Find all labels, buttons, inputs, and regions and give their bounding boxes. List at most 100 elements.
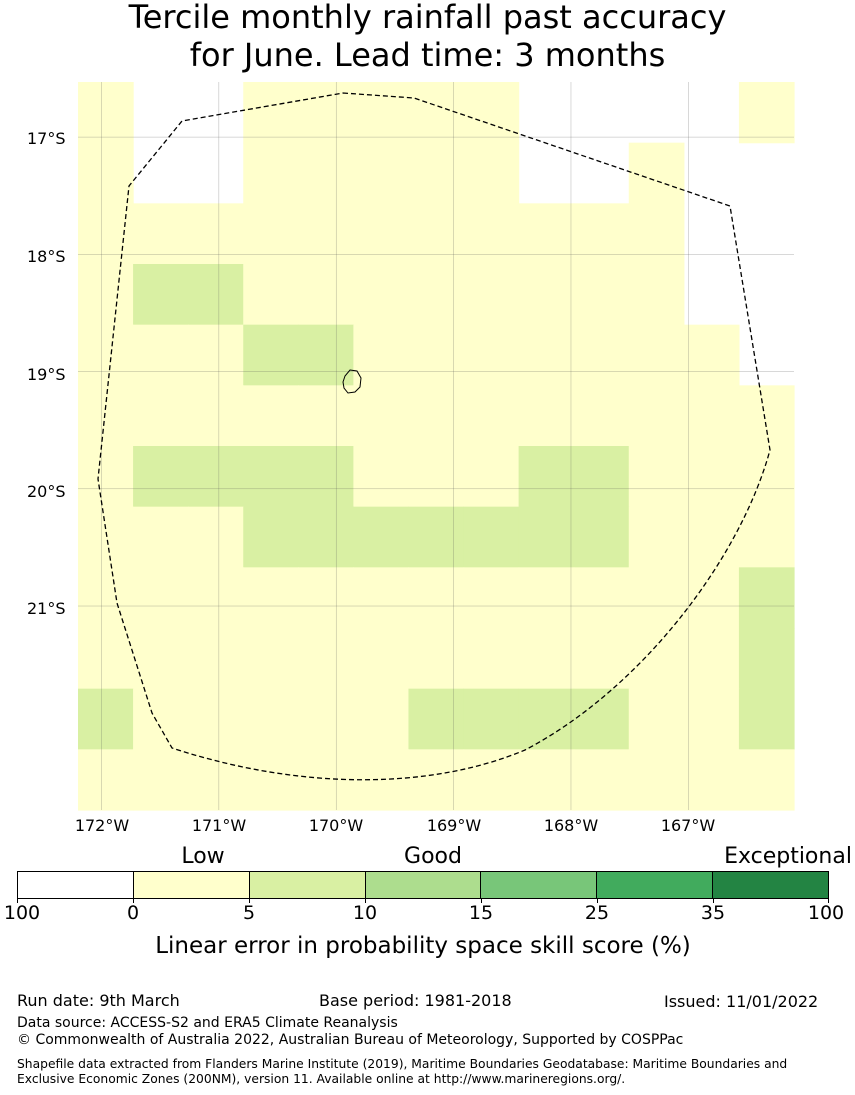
skill-cell-low (408, 446, 465, 508)
skill-cell-low (78, 749, 134, 811)
skill-cell-low (298, 82, 354, 144)
skill-cell-low (353, 82, 410, 144)
skill-cell-low (298, 567, 354, 629)
skill-cell-low (298, 203, 354, 265)
skill-cell-low (78, 506, 134, 568)
skill-cell-low (188, 749, 244, 811)
skill-cell-good (243, 446, 299, 508)
lon-label-168w: 168°W (543, 816, 599, 835)
skill-cell-low (463, 203, 520, 265)
skill-cell-low (353, 142, 410, 204)
skill-cell-low (353, 628, 410, 690)
skill-cell-low (188, 203, 244, 265)
skill-cell-low (133, 567, 189, 629)
lon-label-172w: 172°W (74, 816, 130, 835)
skill-cell-low (298, 688, 354, 750)
skill-cell-low (353, 567, 410, 629)
lon-label-169w: 169°W (426, 816, 482, 835)
skill-cell-good (353, 506, 410, 568)
legend-category-good: Good (404, 844, 462, 869)
skill-cell-low (133, 203, 189, 265)
skill-cell-low (683, 506, 740, 568)
lat-label-19s: 19°S (27, 365, 66, 384)
lon-label-167w: 167°W (660, 816, 716, 835)
skill-cell-low (738, 82, 795, 144)
shapefile-credit: Shapefile data extracted from Flanders M… (17, 1057, 788, 1086)
skill-cell-low (408, 628, 465, 690)
colorbar-tickmark (828, 898, 829, 903)
colorbar-tickmark (597, 898, 598, 903)
skill-cell-low (463, 324, 520, 386)
skill-cell-low (463, 385, 520, 447)
skill-cell-low (683, 446, 740, 508)
skill-cell-good (518, 506, 575, 568)
colorbar-tick-label: 100 (3, 902, 41, 924)
skill-cell-low (243, 82, 299, 144)
colorbar-tick-label: 100 (807, 902, 845, 924)
niue-island-outline (342, 369, 362, 394)
skill-cell-good (573, 506, 630, 568)
skill-cell-low (683, 385, 740, 447)
skill-cell-good (243, 324, 299, 386)
skill-cell-low (463, 82, 520, 144)
skill-cell-low (738, 506, 795, 568)
skill-cell-low (78, 142, 134, 204)
skill-cell-low (683, 324, 740, 386)
colorbar-segment-6 (713, 872, 829, 898)
skill-cell-low (408, 203, 465, 265)
colorbar-tickmark (713, 898, 714, 903)
skill-cell-low (133, 749, 189, 811)
skill-cell-low (683, 749, 740, 811)
skill-cell-low (353, 203, 410, 265)
colorbar-segment-3 (365, 872, 482, 898)
skill-cell-low (353, 324, 410, 386)
chart-title-line-2: for June. Lead time: 3 months (189, 36, 666, 74)
skill-cell-low (408, 142, 465, 204)
skill-cell-good (298, 506, 354, 568)
colorbar-segment-1 (133, 872, 250, 898)
skill-cell-low (408, 264, 465, 326)
run-date: Run date: 9th March (17, 991, 180, 1010)
skill-cell-low (78, 446, 134, 508)
skill-cell-low (78, 385, 134, 447)
skill-cell-low (628, 688, 685, 750)
skill-cell-low (243, 628, 299, 690)
colorbar-tick-label: 35 (700, 902, 726, 924)
skill-cell-low (573, 324, 630, 386)
skill-cell-low (243, 264, 299, 326)
skill-cell-low (573, 385, 630, 447)
skill-cell-low (628, 264, 685, 326)
colorbar-tick-label: 15 (468, 902, 494, 924)
skill-cell-low (78, 264, 134, 326)
skill-cell-low (353, 446, 410, 508)
lat-label-17s: 17°S (27, 129, 66, 148)
skill-cell-good (463, 506, 520, 568)
skill-cell-low (298, 264, 354, 326)
skill-cell-good (573, 446, 630, 508)
legend-category-exceptional: Exceptional (724, 844, 852, 869)
skill-cell-low (408, 324, 465, 386)
skill-cell-low (463, 567, 520, 629)
skill-cell-low (408, 567, 465, 629)
skill-cell-low (463, 446, 520, 508)
skill-cell-good (408, 506, 465, 568)
skill-cell-good (133, 264, 189, 326)
skill-cell-low (188, 385, 244, 447)
skill-cell-low (353, 385, 410, 447)
skill-cell-low (243, 749, 299, 811)
skill-cell-good (573, 688, 630, 750)
skill-cell-low (298, 385, 354, 447)
skill-cell-low (243, 385, 299, 447)
skill-cell-low (573, 628, 630, 690)
skill-map (78, 82, 795, 811)
skill-cell-low (628, 324, 685, 386)
skill-cell-good (518, 446, 575, 508)
colorbar-tickmark (481, 898, 482, 903)
skill-cell-low (133, 688, 189, 750)
skill-cell-low (408, 385, 465, 447)
skill-grid-cells (78, 82, 795, 811)
skill-cell-good (133, 446, 189, 508)
skill-cell-low (243, 688, 299, 750)
skill-cell-low (133, 385, 189, 447)
skill-cell-low (298, 142, 354, 204)
